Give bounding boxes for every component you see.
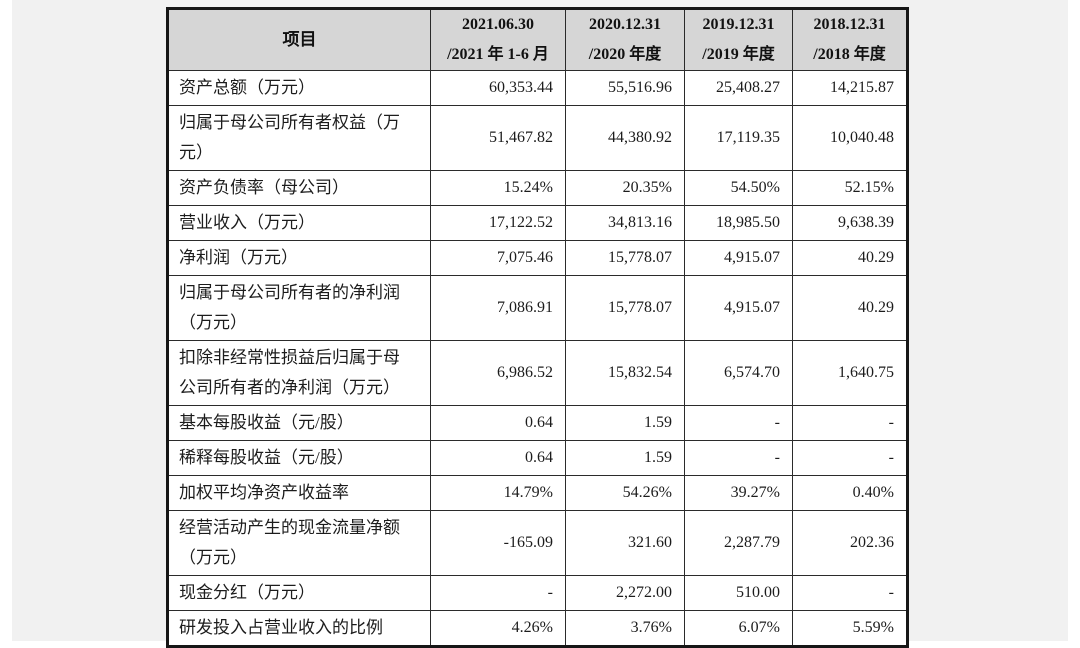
table-body: 资产总额（万元） 60,353.44 55,516.96 25,408.27 14,21… — [167, 70, 908, 647]
table-row: 资产总额（万元） 60,353.44 55,516.96 25,408.27 14,21… — [167, 70, 908, 106]
table-row: 基本每股收益（元/股） 0.64 1.59- - — [167, 405, 908, 441]
table-row: 资产负债率（母公司） 15.24% 20.35% 54.50% 52.15% — [167, 170, 908, 206]
row-label: 研发投入占营业收入的比例 — [167, 610, 431, 647]
row-value: 510.00 — [684, 575, 793, 611]
table-row: 稀释每股收益（元/股） 0.64 1.59- - — [167, 440, 908, 476]
row-value: 4,915.07 — [684, 240, 793, 276]
row-value: 15,832.54 — [565, 340, 685, 406]
row-label: 扣除非经常性损益后归属于母公司所有者的净利润（万元） — [167, 340, 431, 406]
row-value: 321.60 — [565, 510, 685, 576]
row-value: - — [684, 440, 793, 476]
table-row: 研发投入占营业收入的比例 4.26% 3.76% 6.07% 5.59% — [167, 610, 908, 647]
row-value: 40.29 — [792, 240, 908, 276]
header-item-column: 项目 — [167, 8, 431, 71]
header-date: 2019.12.31 — [702, 16, 775, 33]
table-row: 营业收入（万元） 17,122.52 34,813.16 18,985.50 9,638… — [167, 205, 908, 241]
row-value: 10,040.48 — [792, 105, 908, 171]
row-value: 0.64 — [430, 440, 566, 476]
row-value: 6,574.70 — [684, 340, 793, 406]
row-label: 经营活动产生的现金流量净额（万元） — [167, 510, 431, 576]
row-label: 资产总额（万元） — [167, 70, 431, 106]
row-value: 4.26% — [430, 610, 566, 647]
header-period-column-2018: 2018.12.31 /2018 年度 — [792, 8, 908, 71]
row-value: 2,272.00 — [565, 575, 685, 611]
row-value: - — [792, 440, 908, 476]
row-label: 现金分红（万元） — [167, 575, 431, 611]
row-value: 6,986.52 — [430, 340, 566, 406]
header-row: 项目 2021.06.30 /2021 年 1-6 月 2020.12.31 /… — [167, 8, 908, 71]
row-value: 4,915.07 — [684, 275, 793, 341]
header-period: /2020 年度 — [588, 46, 662, 63]
row-value: 40.29 — [792, 275, 908, 341]
header-date: 2020.12.31 — [589, 16, 661, 33]
row-value: 20.35% — [565, 170, 685, 206]
row-value: 15.24% — [430, 170, 566, 206]
table-row: 现金分红（万元） -2,272.00 510.00- — [167, 575, 908, 611]
table-row: 净利润（万元） 7,075.46 15,778.07 4,915.07 40.29 — [167, 240, 908, 276]
row-label: 资产负债率（母公司） — [167, 170, 431, 206]
table-row: 扣除非经常性损益后归属于母公司所有者的净利润（万元） 6,986.52 15,832… — [167, 340, 908, 406]
header-period-column-2020: 2020.12.31 /2020 年度 — [565, 8, 685, 71]
row-value: 14.79% — [430, 475, 566, 511]
row-label: 归属于母公司所有者权益（万元） — [167, 105, 431, 171]
row-value: 9,638.39 — [792, 205, 908, 241]
row-value: - — [792, 405, 908, 441]
row-value: 15,778.07 — [565, 275, 685, 341]
row-label: 营业收入（万元） — [167, 205, 431, 241]
row-label: 加权平均净资产收益率 — [167, 475, 431, 511]
row-value: - — [792, 575, 908, 611]
table-row: 加权平均净资产收益率 14.79% 54.26% 39.27% 0.40% — [167, 475, 908, 511]
table-header: 项目 2021.06.30 /2021 年 1-6 月 2020.12.31 /… — [167, 8, 908, 71]
row-value: - — [684, 405, 793, 441]
financial-indicators-table: 项目 2021.06.30 /2021 年 1-6 月 2020.12.31 /… — [166, 7, 909, 648]
row-label: 归属于母公司所有者的净利润（万元） — [167, 275, 431, 341]
row-value: 1.59 — [565, 440, 685, 476]
row-value: 52.15% — [792, 170, 908, 206]
row-value: 7,086.91 — [430, 275, 566, 341]
row-value: 44,380.92 — [565, 105, 685, 171]
header-period: /2019 年度 — [702, 46, 775, 63]
row-value: 1.59 — [565, 405, 685, 441]
row-value: 55,516.96 — [565, 70, 685, 106]
row-value: 0.40% — [792, 475, 908, 511]
header-period-column-2019: 2019.12.31 /2019 年度 — [684, 8, 793, 71]
row-value: 18,985.50 — [684, 205, 793, 241]
row-value: -165.09 — [430, 510, 566, 576]
header-period: /2018 年度 — [813, 46, 886, 63]
row-label: 净利润（万元） — [167, 240, 431, 276]
table-row: 经营活动产生的现金流量净额（万元） -165.09 321.60 2,287.79 20… — [167, 510, 908, 576]
row-value: 34,813.16 — [565, 205, 685, 241]
row-value: 2,287.79 — [684, 510, 793, 576]
row-value: - — [430, 575, 566, 611]
row-value: 51,467.82 — [430, 105, 566, 171]
header-date: 2018.12.31 — [813, 16, 886, 33]
row-label: 稀释每股收益（元/股） — [167, 440, 431, 476]
row-value: 39.27% — [684, 475, 793, 511]
row-value: 54.26% — [565, 475, 685, 511]
row-value: 5.59% — [792, 610, 908, 647]
row-label: 基本每股收益（元/股） — [167, 405, 431, 441]
header-period: /2021 年 1-6 月 — [447, 46, 549, 63]
row-value: 202.36 — [792, 510, 908, 576]
table-row: 归属于母公司所有者权益（万元） 51,467.82 44,380.92 17,119.… — [167, 105, 908, 171]
row-value: 17,119.35 — [684, 105, 793, 171]
header-period-column-2021: 2021.06.30 /2021 年 1-6 月 — [430, 8, 566, 71]
row-value: 15,778.07 — [565, 240, 685, 276]
row-value: 25,408.27 — [684, 70, 793, 106]
row-value: 54.50% — [684, 170, 793, 206]
row-value: 3.76% — [565, 610, 685, 647]
row-value: 7,075.46 — [430, 240, 566, 276]
row-value: 14,215.87 — [792, 70, 908, 106]
row-value: 17,122.52 — [430, 205, 566, 241]
header-date: 2021.06.30 — [462, 16, 534, 33]
row-value: 0.64 — [430, 405, 566, 441]
row-value: 60,353.44 — [430, 70, 566, 106]
table-row: 归属于母公司所有者的净利润（万元） 7,086.91 15,778.07 4,915.… — [167, 275, 908, 341]
row-value: 6.07% — [684, 610, 793, 647]
row-value: 1,640.75 — [792, 340, 908, 406]
